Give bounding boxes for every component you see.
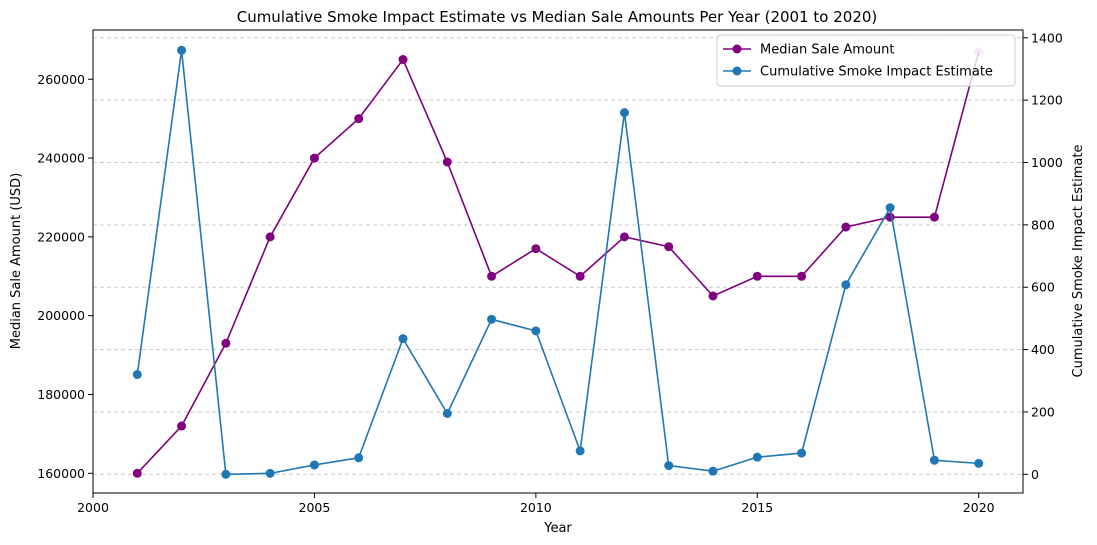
plot-frame <box>92 29 1024 494</box>
data-point-median-sale <box>841 222 851 232</box>
data-point-smoke-impact <box>708 466 718 476</box>
y-left-tick-label: 260000 <box>37 72 85 87</box>
data-point-smoke-impact <box>619 108 629 118</box>
y-right-tick-label: 1000 <box>1031 155 1063 170</box>
data-point-median-sale <box>354 114 364 124</box>
data-point-median-sale <box>132 468 142 478</box>
data-point-smoke-impact <box>664 461 674 471</box>
data-point-smoke-impact <box>929 455 939 465</box>
y-right-tick-label: 0 <box>1031 467 1039 482</box>
legend-marker-median-sale <box>732 44 742 54</box>
legend-label-smoke-impact: Cumulative Smoke Impact Estimate <box>760 65 993 80</box>
x-tick-label: 2020 <box>963 500 995 515</box>
data-point-smoke-impact <box>265 468 275 478</box>
data-point-median-sale <box>664 242 674 252</box>
data-point-median-sale <box>398 55 408 65</box>
data-point-smoke-impact <box>354 453 364 463</box>
y-left-tick-label: 200000 <box>37 308 85 323</box>
legend-frame <box>716 34 1016 87</box>
y-left-tick-label: 220000 <box>37 229 85 244</box>
data-point-smoke-impact <box>398 334 408 344</box>
x-tick-label: 2010 <box>520 500 552 515</box>
data-point-smoke-impact <box>752 452 762 462</box>
chart-title: Cumulative Smoke Impact Estimate vs Medi… <box>237 8 878 26</box>
grid-lines <box>93 37 1023 475</box>
data-point-median-sale <box>221 338 231 348</box>
data-point-median-sale <box>309 153 319 163</box>
y-right-tick-label: 1200 <box>1031 93 1063 108</box>
data-point-median-sale <box>177 421 187 431</box>
data-point-median-sale <box>929 212 939 222</box>
legend-label-median-sale: Median Sale Amount <box>760 43 894 58</box>
data-point-median-sale <box>619 232 629 242</box>
y-right-tick-label: 400 <box>1031 342 1055 357</box>
data-point-median-sale <box>442 157 452 167</box>
y-axis-right-label: Cumulative Smoke Impact Estimate <box>1071 145 1086 378</box>
x-axis-label: Year <box>543 521 572 536</box>
y-right-tick-label: 800 <box>1031 217 1055 232</box>
data-point-smoke-impact <box>442 408 452 418</box>
data-point-smoke-impact <box>885 203 895 213</box>
x-tick-label: 2015 <box>741 500 773 515</box>
data-point-median-sale <box>752 271 762 281</box>
y-left-tick-label: 240000 <box>37 151 85 166</box>
data-point-median-sale <box>265 232 275 242</box>
y-right-tick-label: 1400 <box>1031 30 1063 45</box>
data-point-median-sale <box>575 271 585 281</box>
legend: Median Sale Amount Cumulative Smoke Impa… <box>716 34 1016 87</box>
data-point-smoke-impact <box>575 446 585 456</box>
data-point-smoke-impact <box>487 314 497 324</box>
data-point-smoke-impact <box>797 448 807 458</box>
y-axis-left: 160000 180000 200000 220000 240000 260000 <box>37 72 93 481</box>
x-tick-label: 2005 <box>299 500 331 515</box>
data-point-median-sale <box>797 271 807 281</box>
data-point-median-sale <box>487 271 497 281</box>
y-left-tick-label: 180000 <box>37 387 85 402</box>
data-point-median-sale <box>708 291 718 301</box>
series-line-median-sale <box>136 51 980 474</box>
x-axis: 2000 2005 2010 2015 2020 <box>77 493 995 515</box>
data-point-median-sale <box>531 244 541 254</box>
y-axis-right: 0 200 400 600 800 1000 1200 1400 <box>1023 30 1063 482</box>
series-line-smoke-impact <box>136 50 979 476</box>
data-point-smoke-impact <box>309 460 319 470</box>
y-axis-left-label: Median Sale Amount (USD) <box>9 173 24 350</box>
data-point-smoke-impact <box>177 45 187 55</box>
y-right-tick-label: 600 <box>1031 280 1055 295</box>
series-layer <box>132 45 984 479</box>
data-point-smoke-impact <box>841 280 851 290</box>
y-right-tick-label: 200 <box>1031 404 1055 419</box>
x-tick-label: 2000 <box>77 500 109 515</box>
data-point-smoke-impact <box>974 458 984 468</box>
legend-marker-smoke-impact <box>732 66 742 76</box>
data-point-smoke-impact <box>132 370 142 380</box>
y-left-tick-label: 160000 <box>37 466 85 481</box>
data-point-smoke-impact <box>221 469 231 479</box>
data-point-smoke-impact <box>531 326 541 336</box>
